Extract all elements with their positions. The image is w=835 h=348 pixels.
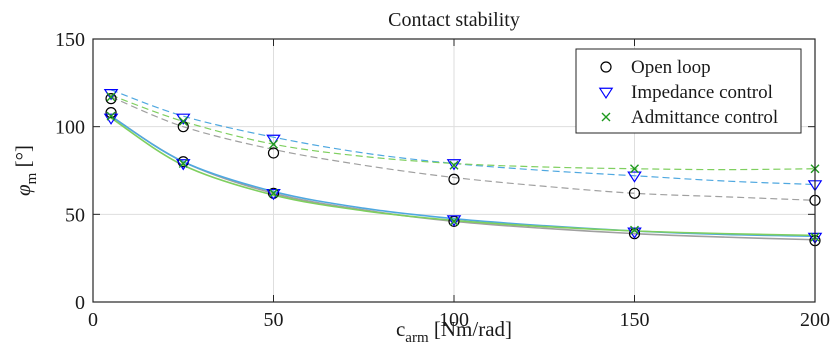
legend-label-2: Admittance control xyxy=(631,107,778,128)
data-point-series-1-2 xyxy=(266,134,281,146)
legend-marker-2 xyxy=(601,112,611,122)
data-point-series-1-4 xyxy=(627,171,642,183)
y-axis-label: φm [°] xyxy=(11,145,40,196)
data-point-series-1-3 xyxy=(446,159,462,171)
y-tick-label: 0 xyxy=(75,292,85,314)
legend-items: Open loop Impedance control Admittance con… xyxy=(598,57,778,128)
data-point-series-0-6 xyxy=(105,107,117,119)
fit-line-upper-series-2 xyxy=(110,94,816,171)
data-point-series-0-0 xyxy=(105,93,117,105)
x-tick-label: 100 xyxy=(439,309,469,331)
fit-line-upper-series-0 xyxy=(110,96,816,201)
data-point-series-0-4 xyxy=(628,187,641,199)
legend-item-2: Admittance control xyxy=(601,107,778,128)
data-point-series-0-2 xyxy=(267,147,280,159)
legend-marker-1 xyxy=(598,87,614,99)
data-point-series-0-3 xyxy=(448,173,460,185)
x-axis-label-unit: [Nm/rad] xyxy=(429,317,512,341)
legend-marker-0 xyxy=(600,61,612,73)
data-point-series-1-9 xyxy=(446,215,462,227)
y-axis-label-sub: m xyxy=(24,172,40,184)
legend-item-1: Impedance control xyxy=(598,82,773,103)
y-axis-label-main: φ xyxy=(11,184,35,196)
data-point-series-2-1 xyxy=(178,116,188,126)
y-tick-label: 50 xyxy=(65,204,85,226)
y-axis-label-unit: [°] xyxy=(11,145,35,173)
data-point-series-1-8 xyxy=(266,188,281,201)
fit-line-upper-series-1 xyxy=(110,89,816,186)
legend-box xyxy=(575,48,802,134)
data-point-series-2-4 xyxy=(630,164,639,174)
legend-label-0: Open loop xyxy=(631,57,711,78)
legend: Open loop Impedance control Admittance con… xyxy=(575,48,802,134)
x-tick-label: 150 xyxy=(620,309,650,331)
data-point-series-2-2 xyxy=(269,139,278,149)
chart-title: Contact stability xyxy=(388,9,520,31)
data-point-series-2-7 xyxy=(178,158,188,168)
x-axis-label-sub: arm xyxy=(405,330,429,346)
x-tick-label: 50 xyxy=(264,309,284,331)
y-tick-label: 150 xyxy=(55,29,85,51)
ticks-layer: 0 50 100 150 200 0 50 100 150 xyxy=(55,29,830,331)
data-point-series-2-9 xyxy=(449,216,459,226)
data-point-series-2-0 xyxy=(106,92,116,102)
data-point-series-1-7 xyxy=(175,159,191,171)
x-axis-label-main: c xyxy=(396,317,405,341)
x-tick-label: 200 xyxy=(800,309,830,331)
data-point-series-2-8 xyxy=(269,188,278,198)
data-point-series-2-3 xyxy=(449,160,459,170)
legend-item-0: Open loop xyxy=(600,57,711,78)
data-point-series-2-10 xyxy=(630,225,639,235)
y-tick-label: 100 xyxy=(55,117,85,139)
legend-label-1: Impedance control xyxy=(631,82,773,103)
x-axis-label: carm [Nm/rad] xyxy=(396,317,512,346)
x-tick-label: 0 xyxy=(88,309,98,331)
data-point-series-2-6 xyxy=(106,111,116,121)
